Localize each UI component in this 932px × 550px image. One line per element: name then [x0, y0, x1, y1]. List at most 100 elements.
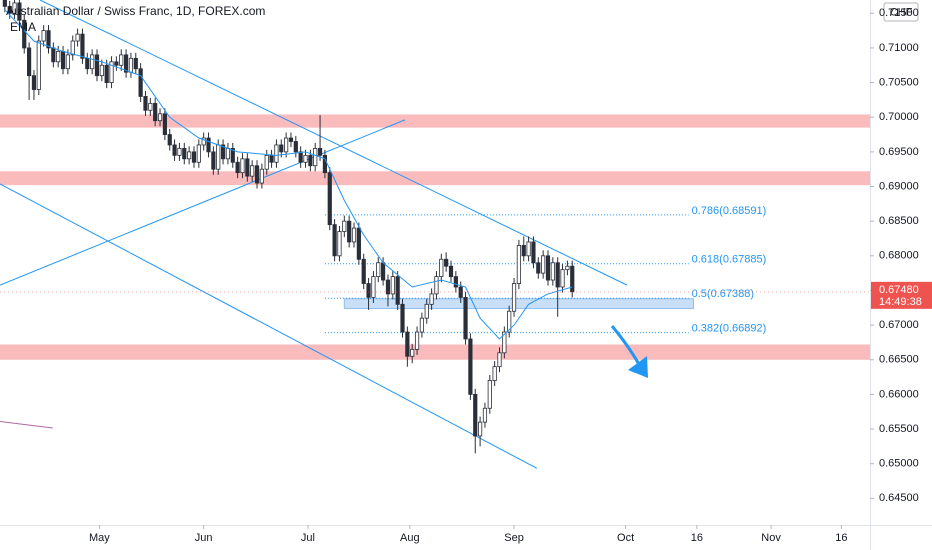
trend-line	[39, 0, 628, 286]
indicator-label: EMA	[10, 20, 36, 34]
candle-body	[303, 154, 308, 163]
candle-body	[414, 331, 420, 350]
candle-body	[70, 40, 75, 56]
candle-body	[41, 30, 46, 42]
candle-body	[322, 154, 328, 174]
candle-body	[259, 168, 264, 184]
candle-body	[182, 148, 187, 160]
candle-body	[337, 231, 342, 257]
candle-body	[46, 30, 51, 49]
candle-body	[90, 54, 95, 70]
candle-body	[497, 352, 502, 368]
y-tick-label: 0.71000	[879, 42, 919, 54]
candle-body	[419, 317, 425, 333]
candle-body	[473, 393, 478, 437]
candle-body	[487, 380, 492, 409]
candle-body	[138, 68, 143, 97]
candle-body	[453, 276, 458, 288]
candle-body	[65, 54, 70, 70]
candle-body	[230, 148, 235, 163]
candle-body	[225, 148, 231, 160]
candle-body	[502, 331, 507, 354]
x-tick-label: 16	[835, 532, 847, 544]
candle-body	[376, 262, 381, 278]
candle-body	[366, 283, 371, 298]
candle-body	[143, 96, 148, 111]
last-price-badge	[871, 281, 932, 309]
y-tick-label: 0.66500	[879, 354, 919, 366]
y-tick-label: 0.68500	[879, 215, 919, 227]
candle-body	[279, 144, 284, 153]
candle-body	[468, 338, 473, 395]
candle-body	[269, 154, 274, 163]
candle-body	[356, 227, 361, 260]
candle-body	[327, 172, 332, 226]
currency-badge[interactable]	[883, 2, 919, 22]
candle-body	[254, 165, 260, 184]
arrow-shaft	[610, 325, 642, 367]
candle-body	[196, 144, 201, 163]
candle-body	[526, 241, 531, 257]
fib-label: 0.5(0.67388)	[692, 288, 754, 300]
x-tick-label: May	[89, 532, 110, 544]
candle-body	[390, 276, 395, 295]
candle-body	[560, 269, 565, 288]
candle-body	[293, 141, 298, 153]
x-tick-label: Jul	[301, 532, 315, 544]
candle-body	[201, 137, 206, 146]
candle-body	[317, 148, 323, 156]
x-tick-label: Oct	[617, 532, 634, 544]
y-tick-label: 0.66000	[879, 388, 919, 400]
arrow-head	[628, 356, 648, 378]
candle-body	[381, 262, 386, 281]
candle-body	[570, 265, 575, 293]
candle-body	[434, 276, 439, 295]
candle-body	[75, 33, 80, 42]
candle-body	[313, 148, 318, 167]
candle-body	[385, 279, 391, 295]
candle-body	[85, 57, 90, 70]
y-tick-label: 0.70500	[879, 76, 919, 88]
candle-body	[288, 137, 294, 142]
candle-body	[347, 220, 352, 243]
ema-line	[4, 9, 573, 340]
candle-body	[274, 144, 279, 163]
candle-body	[211, 151, 216, 170]
candle-body	[109, 61, 114, 83]
fib-label: 0.382(0.66892)	[692, 322, 767, 334]
candle-body	[463, 296, 468, 340]
candle-body	[119, 54, 124, 66]
trend-line	[0, 119, 406, 286]
x-tick-label: Sep	[504, 532, 524, 544]
candle-body	[342, 220, 347, 232]
candle-body	[395, 276, 400, 305]
candle-body	[400, 303, 405, 333]
plot-area: 0.786(0.68591) 0.618(0.67885) 0.5(0.67388)…	[0, 0, 870, 469]
candle-body	[245, 158, 250, 177]
fib-label: 0.786(0.68591)	[692, 205, 767, 217]
candle-body	[187, 151, 192, 160]
candle-body	[216, 144, 221, 170]
candle-body	[264, 154, 269, 170]
candle-body	[351, 227, 357, 243]
candle-body	[36, 40, 41, 90]
resistance-zone	[0, 344, 870, 360]
candle-body	[80, 33, 85, 59]
resistance-zone	[0, 171, 870, 186]
trend-line	[0, 421, 53, 429]
forecast-arrow	[610, 325, 648, 378]
y-tick-label: 0.65500	[879, 423, 919, 435]
candle-body	[12, 2, 17, 14]
y-tick-label: 0.64500	[879, 492, 919, 504]
x-tick-label: Nov	[761, 532, 781, 544]
candle-body	[405, 331, 410, 357]
resistance-zone	[0, 114, 870, 128]
candle-body	[177, 148, 182, 156]
candle-body	[531, 241, 536, 264]
candle-body	[123, 54, 129, 73]
x-tick-label: 16	[691, 532, 703, 544]
candle-body	[133, 57, 138, 70]
y-tick-label: 0.67000	[879, 319, 919, 331]
